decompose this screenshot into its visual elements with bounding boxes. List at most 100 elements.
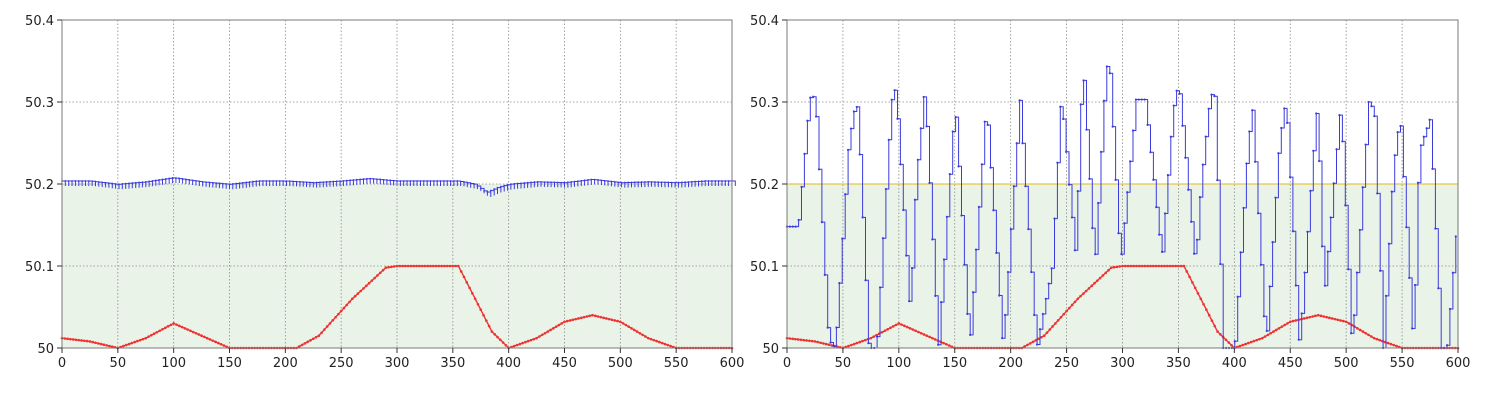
series-point <box>963 263 966 266</box>
series-point <box>583 179 586 182</box>
curve-point <box>526 339 530 343</box>
curve-point <box>105 344 108 347</box>
curve-point <box>476 302 480 306</box>
series-point <box>684 181 686 184</box>
series-point <box>1172 104 1175 107</box>
curve-point <box>362 287 365 290</box>
series-point <box>881 237 885 240</box>
x-tick-label: 400 <box>1222 356 1247 371</box>
series-point <box>1033 313 1036 317</box>
series-point <box>977 205 981 209</box>
series-point <box>389 179 392 182</box>
series-point <box>1286 121 1289 125</box>
curve-point <box>426 264 430 268</box>
series-point <box>1454 235 1457 238</box>
series-point <box>416 180 418 182</box>
series-point <box>439 180 442 182</box>
series-point <box>630 181 633 184</box>
curve-point <box>883 329 887 333</box>
curve-point <box>917 330 920 334</box>
series-point <box>1015 142 1018 145</box>
curve-point <box>638 331 642 335</box>
series-point <box>1079 103 1082 106</box>
curve-point <box>535 336 538 340</box>
curve-point <box>1165 264 1169 268</box>
curve-point <box>482 313 485 317</box>
series-point <box>934 294 937 297</box>
series-point <box>922 95 925 99</box>
curve-point <box>607 317 611 321</box>
series-point <box>231 183 234 185</box>
series-point <box>543 181 546 183</box>
curve-point <box>1059 315 1063 319</box>
series-point <box>1041 312 1044 316</box>
curve-point <box>1182 264 1186 268</box>
series-point <box>966 312 969 316</box>
series-point <box>711 180 713 182</box>
curve-point <box>652 338 656 342</box>
series-point <box>195 180 197 182</box>
series-point <box>329 180 331 183</box>
x-tick-label: 600 <box>1446 356 1471 371</box>
curve-point <box>950 345 954 349</box>
series-point <box>144 180 147 183</box>
curve-point <box>490 330 494 333</box>
series-point <box>1059 105 1062 108</box>
curve-point <box>850 343 853 347</box>
series-point <box>980 163 983 166</box>
series-point <box>255 180 258 183</box>
series-point <box>660 181 663 184</box>
series-point <box>1259 263 1263 266</box>
series-point <box>516 182 519 185</box>
curve-point <box>437 264 441 268</box>
curve-point <box>133 340 136 344</box>
curve-point <box>205 336 209 340</box>
curve-point <box>897 322 901 325</box>
curve-point <box>496 335 499 339</box>
series-point <box>1315 112 1318 115</box>
curve-point <box>579 316 583 320</box>
series-point <box>704 180 707 182</box>
curve-point <box>306 340 309 344</box>
series-point <box>788 225 792 228</box>
series-point <box>319 181 321 184</box>
curve-point <box>1333 317 1337 321</box>
series-point <box>1192 252 1196 255</box>
series-point <box>647 180 650 183</box>
series-point <box>1274 196 1277 199</box>
curve-point <box>334 315 337 319</box>
series-point <box>1003 313 1007 317</box>
curve-point <box>1356 327 1359 330</box>
series-point <box>510 183 512 186</box>
series-point <box>1303 271 1306 274</box>
curve-point <box>473 297 477 301</box>
series-point <box>201 181 204 183</box>
series-point <box>499 185 502 188</box>
series-point <box>432 180 435 182</box>
series-point <box>1158 233 1161 236</box>
series-point <box>198 180 201 183</box>
series-point <box>844 193 847 196</box>
series-point <box>580 179 583 182</box>
series-point <box>486 191 489 193</box>
series-point <box>369 177 372 180</box>
curve-point <box>96 342 100 345</box>
curve-point <box>217 341 220 345</box>
curve-point <box>1132 264 1135 268</box>
curve-point <box>345 303 349 307</box>
curve-point <box>1037 337 1040 341</box>
series-point <box>225 183 228 185</box>
curve-point <box>110 345 114 348</box>
series-point <box>104 181 107 184</box>
curve-point <box>529 338 533 342</box>
curve-point <box>1110 266 1113 269</box>
curve-point <box>816 340 820 344</box>
series-point <box>449 180 452 182</box>
curve-point <box>1238 344 1242 348</box>
curve-point <box>147 335 150 338</box>
series-point <box>332 180 335 183</box>
series-point <box>960 214 963 217</box>
series-point <box>546 181 549 184</box>
series-point <box>530 181 532 184</box>
curve-point <box>571 318 575 322</box>
